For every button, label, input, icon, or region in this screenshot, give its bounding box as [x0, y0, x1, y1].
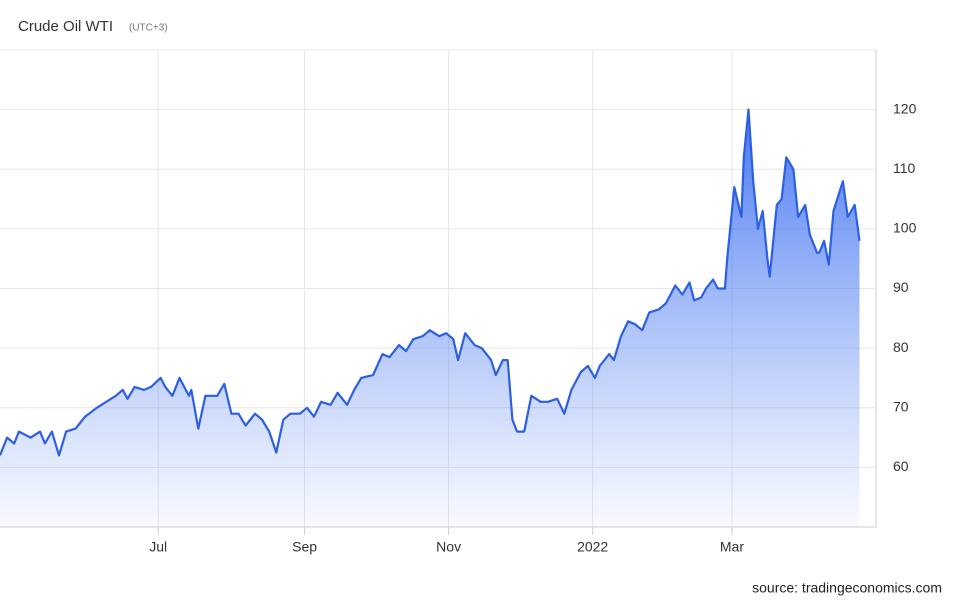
y-tick-label: 80: [893, 339, 909, 355]
y-tick-label: 110: [893, 160, 916, 176]
y-tick-label: 100: [893, 220, 917, 236]
x-tick-label: Jul: [149, 539, 167, 555]
x-tick-label: Sep: [292, 539, 317, 555]
y-tick-label: 90: [893, 279, 909, 295]
y-tick-label: 60: [893, 458, 909, 474]
line: [0, 108, 861, 457]
x-tick-label: Mar: [720, 539, 744, 555]
area: [0, 109, 860, 527]
chart-subtitle: (UTC+3): [129, 23, 168, 34]
x-tick-label: Nov: [436, 539, 461, 555]
x-tick-label: 2022: [577, 539, 608, 555]
y-tick-label: 70: [893, 398, 909, 414]
source: source: tradingeconomics.com: [752, 580, 942, 596]
chart-title: Crude Oil WTI: [18, 18, 113, 35]
y-tick-label: 120: [893, 100, 917, 116]
